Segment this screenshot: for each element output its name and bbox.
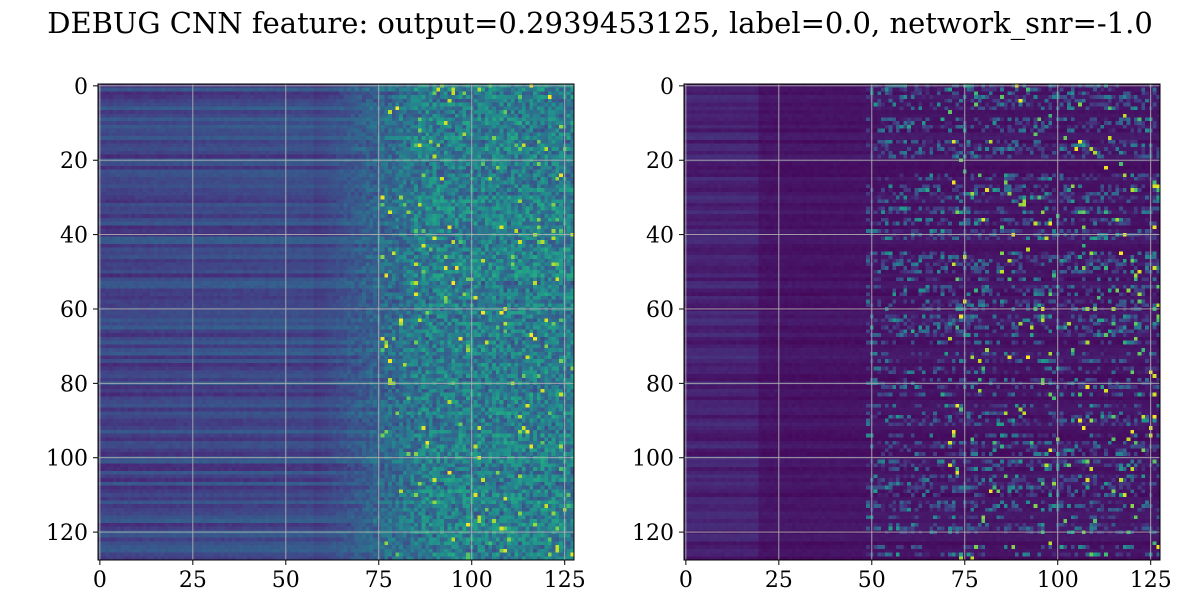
x-tick-label: 0 [93,568,107,593]
heatmap-panel-2: 0 25 50 75 100 125 0 20 40 60 80 100 120 [632,75,1172,593]
y-tick-label: 120 [632,521,674,546]
x-tick-label: 125 [1130,568,1172,593]
x-tick-label: 75 [365,568,393,593]
x-tick-label: 25 [179,568,207,593]
y-tick-label: 0 [660,75,674,100]
x-tick-label: 100 [451,568,493,593]
figure-title: DEBUG CNN feature: output=0.2939453125, … [47,6,1153,40]
x-tick-label: 75 [951,568,979,593]
y-tick-label: 100 [632,447,674,472]
x-tick-label: 25 [765,568,793,593]
axes-frame-2 [683,83,1161,561]
y-tick-label: 0 [74,75,88,100]
x-tick-label: 50 [272,568,300,593]
x-tick-label: 0 [679,568,693,593]
heatmap-panel-1: 0 25 50 75 100 125 0 20 40 60 80 100 120 [46,75,586,593]
axes-frame-1 [97,83,575,561]
y-tick-label: 40 [646,224,674,249]
x-tick-label: 125 [544,568,586,593]
heatmap-image-2 [684,84,1160,560]
y-tick-label: 60 [60,298,88,323]
y-tick-label: 120 [46,521,88,546]
y-tick-label: 100 [46,447,88,472]
y-tick-label: 40 [60,224,88,249]
y-tick-label: 20 [60,149,88,174]
heatmap-image-1 [98,84,574,560]
x-tick-label: 50 [858,568,886,593]
y-tick-label: 60 [646,298,674,323]
y-tick-label: 80 [60,372,88,397]
y-tick-label: 20 [646,149,674,174]
x-tick-label: 100 [1037,568,1079,593]
y-tick-label: 80 [646,372,674,397]
